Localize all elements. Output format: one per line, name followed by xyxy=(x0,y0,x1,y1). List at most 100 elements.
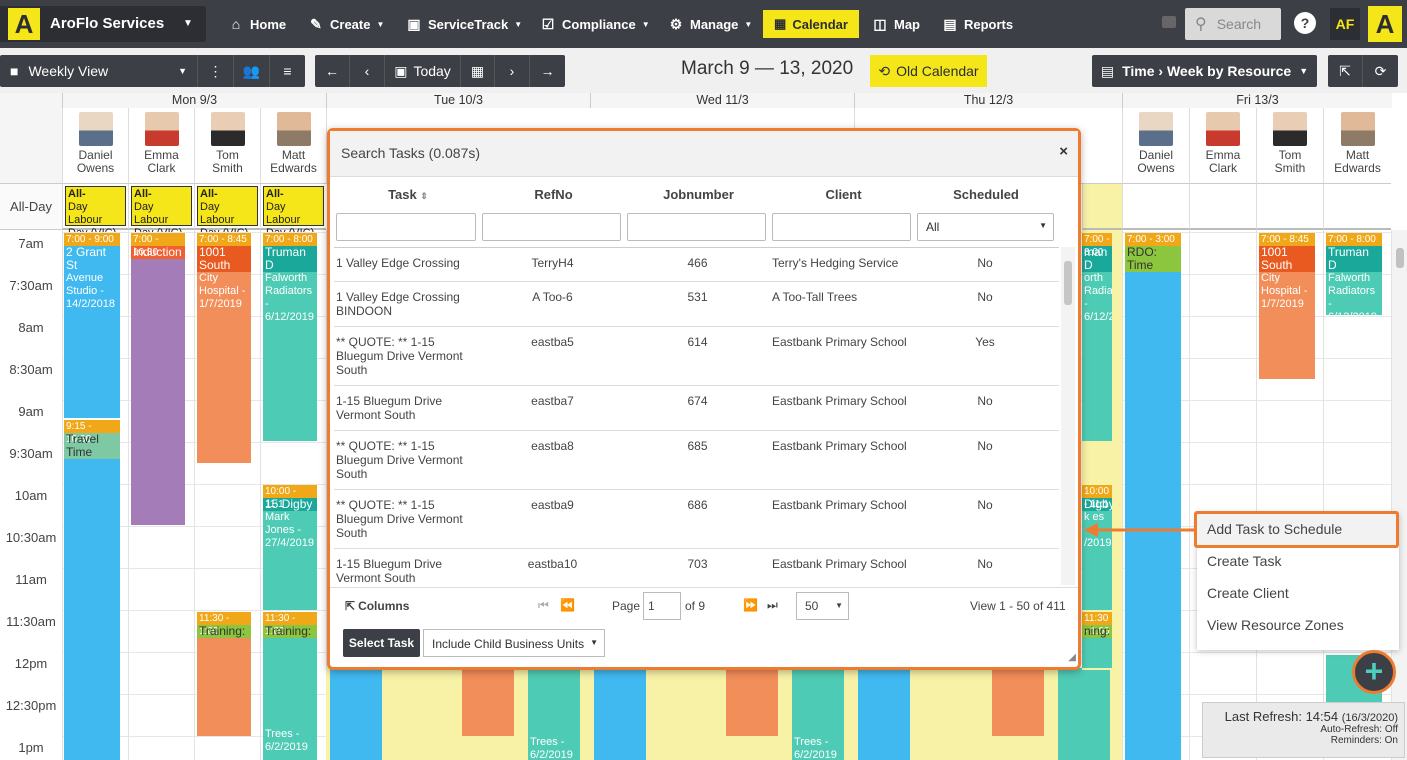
nav-create[interactable]: ✎ Create ▼ xyxy=(308,12,384,36)
table-row[interactable]: ** QUOTE: ** 1-15 Bluegum Drive Vermont … xyxy=(334,327,1059,386)
nav-manage[interactable]: ⚙ Manage ▼ xyxy=(668,12,753,36)
next-button[interactable]: › xyxy=(495,55,530,87)
table-row[interactable]: 1 Valley Edge Crossing TerryH4 466 Terry's … xyxy=(334,248,1059,282)
calendar-event[interactable]: Trees - 6/2/2019 xyxy=(528,668,580,760)
calendar-event[interactable] xyxy=(992,668,1044,736)
menu-create-task[interactable]: Create Task xyxy=(1207,553,1282,569)
table-row[interactable]: ** QUOTE: ** 1-15 Bluegum Drive Vermont … xyxy=(334,431,1059,490)
column-header-task[interactable]: Task ⇕ xyxy=(336,187,480,202)
jobnumber-filter-input[interactable] xyxy=(627,213,766,241)
allday-cell[interactable] xyxy=(1082,184,1122,230)
nav-reports[interactable]: ▤ Reports xyxy=(942,12,1013,36)
calendar-event[interactable]: 11:30 - 1:00Training:Trees - 6/2/2019 xyxy=(263,612,317,760)
today-button[interactable]: ▣ Today xyxy=(385,55,461,87)
task-filter-input[interactable] xyxy=(336,213,476,241)
date-picker-button[interactable]: ▦ xyxy=(461,55,495,87)
calendar-event[interactable] xyxy=(594,668,646,760)
calendar-event[interactable]: 7:00 - 8:00 Truman D Falworth Radiators - … xyxy=(1326,233,1382,315)
calendar-event[interactable]: 7:00 - 9:00 2 Grant St Avenue Studio - 14/… xyxy=(64,233,120,418)
calendar-event[interactable]: 10:00 - 11:1Digbyk es - /2019 xyxy=(1082,485,1112,610)
calendar-event[interactable]: 7:00 - 3:00 RDO: Time xyxy=(1125,233,1181,760)
resize-handle-icon[interactable]: ◢ xyxy=(1068,652,1076,663)
allday-cell[interactable] xyxy=(1122,184,1189,230)
menu-create-client[interactable]: Create Client xyxy=(1207,585,1289,601)
refno-filter-input[interactable] xyxy=(482,213,621,241)
allday-cell[interactable] xyxy=(1189,184,1256,230)
view-select[interactable]: ■ Weekly View ▼ xyxy=(0,55,198,87)
add-fab-button[interactable]: + xyxy=(1352,650,1396,694)
nav-servicetrack[interactable]: ▣ ServiceTrack ▼ xyxy=(406,12,522,36)
calendar-event[interactable]: 11:30 - 1:00Training: xyxy=(197,612,251,736)
jump-back-button[interactable]: ← xyxy=(315,55,350,87)
search-input[interactable]: ⚲ Search xyxy=(1185,8,1281,40)
next-page-icon[interactable]: ⏩ xyxy=(743,598,758,612)
client-filter-input[interactable] xyxy=(772,213,911,241)
calendar-event[interactable]: 7:00 - 8:45 1001 South City Hospital - 1/7… xyxy=(197,233,251,463)
menu-add-task-to-schedule[interactable]: Add Task to Schedule xyxy=(1207,521,1343,537)
calendar-event[interactable]: 9:15 - 10:30Travel Time xyxy=(64,420,120,760)
refresh-button[interactable]: ⟳ xyxy=(1363,55,1398,87)
page-size-select[interactable]: 50 ▼ xyxy=(796,592,849,620)
table-row[interactable]: 1-15 Bluegum Drive Vermont South eastba7 6… xyxy=(334,386,1059,431)
calendar-event[interactable] xyxy=(330,668,382,760)
allday-cell[interactable]: All-Day LabourDay (VIC) xyxy=(260,184,326,239)
allday-cell[interactable] xyxy=(1323,184,1391,230)
video-icon[interactable] xyxy=(1162,16,1176,28)
time-view-select[interactable]: ▤ Time › Week by Resource ▼ xyxy=(1092,55,1317,87)
column-header-client[interactable]: Client xyxy=(825,187,862,202)
prev-page-icon[interactable]: ⏪ xyxy=(560,598,575,612)
child-business-units-select[interactable]: Include Child Business Units ▼ xyxy=(423,629,605,657)
filter-button[interactable]: ≡ xyxy=(270,55,305,87)
column-header-scheduled[interactable]: Scheduled xyxy=(953,187,1019,202)
table-row[interactable]: ** QUOTE: ** 1-15 Bluegum Drive Vermont … xyxy=(334,490,1059,549)
table-row[interactable]: 1-15 Bluegum Drive Vermont South eastba10… xyxy=(334,549,1059,585)
nav-calendar[interactable]: ▦ Calendar xyxy=(763,10,859,38)
column-header-refno[interactable]: RefNo xyxy=(534,187,573,202)
allday-cell[interactable] xyxy=(1256,184,1323,230)
calendar-event[interactable] xyxy=(726,668,778,736)
help-icon[interactable]: ? xyxy=(1294,12,1316,34)
menu-view-resource-zones[interactable]: View Resource Zones xyxy=(1207,617,1344,633)
last-page-icon[interactable]: ⏭ xyxy=(767,598,778,612)
scheduled-filter-select[interactable]: All ▼ xyxy=(917,213,1054,241)
calendar-event[interactable] xyxy=(1058,668,1110,760)
nav-compliance[interactable]: ☑ Compliance ▼ xyxy=(540,12,650,36)
resource-header[interactable]: Matt Edwards xyxy=(1323,108,1391,184)
resources-button[interactable]: 👥 xyxy=(234,55,270,87)
page-input[interactable]: 1 xyxy=(643,592,681,620)
resource-header[interactable]: Daniel Owens xyxy=(1122,108,1189,184)
select-task-button[interactable]: Select Task xyxy=(343,629,420,657)
user-avatar[interactable]: AF xyxy=(1330,8,1360,40)
resource-header[interactable]: Tom Smith xyxy=(194,108,260,184)
resource-header[interactable]: Emma Clark xyxy=(128,108,194,184)
aroflo-logo-right[interactable]: A xyxy=(1368,6,1402,42)
calendar-event[interactable]: Trees - 6/2/2019 xyxy=(792,668,844,760)
open-external-button[interactable]: ⇱ xyxy=(1328,55,1363,87)
calendar-event[interactable]: 7:00 - 8:00 Truman D Falworth Radiators - … xyxy=(263,233,317,441)
calendar-event[interactable]: 7:00 - 10:30Induction xyxy=(131,233,185,525)
nav-home[interactable]: ⌂ Home xyxy=(228,12,286,36)
old-calendar-button[interactable]: ⟲ Old Calendar xyxy=(870,55,987,87)
resource-header[interactable]: Matt Edwards xyxy=(260,108,326,184)
nav-map[interactable]: ◫ Map xyxy=(872,12,920,36)
close-icon[interactable]: × xyxy=(1059,143,1068,160)
results-scrollbar[interactable] xyxy=(1061,247,1075,585)
scrollbar-thumb[interactable] xyxy=(1396,248,1404,268)
calendar-event[interactable]: 7:00 - 8:45 1001 South City Hospital - 1/7… xyxy=(1259,233,1315,379)
prev-button[interactable]: ‹ xyxy=(350,55,385,87)
calendar-event[interactable] xyxy=(858,668,910,760)
scrollbar-thumb[interactable] xyxy=(1064,261,1072,305)
calendar-event[interactable] xyxy=(462,668,514,736)
resource-header[interactable]: Daniel Owens xyxy=(62,108,128,184)
resource-header[interactable]: Emma Clark xyxy=(1189,108,1256,184)
time-view-button[interactable]: ▤ Time › Week by Resource ▼ xyxy=(1092,55,1317,87)
column-header-jobnumber[interactable]: Jobnumber xyxy=(663,187,734,202)
resource-header[interactable]: Tom Smith xyxy=(1256,108,1323,184)
allday-event[interactable]: All-Day LabourDay (VIC) xyxy=(263,186,324,239)
first-page-icon[interactable]: ⏮ xyxy=(538,598,549,612)
jump-forward-button[interactable]: → xyxy=(530,55,565,87)
columns-button[interactable]: ⇱ Columns xyxy=(345,599,409,613)
more-options-button[interactable]: ⋮ xyxy=(198,55,234,87)
